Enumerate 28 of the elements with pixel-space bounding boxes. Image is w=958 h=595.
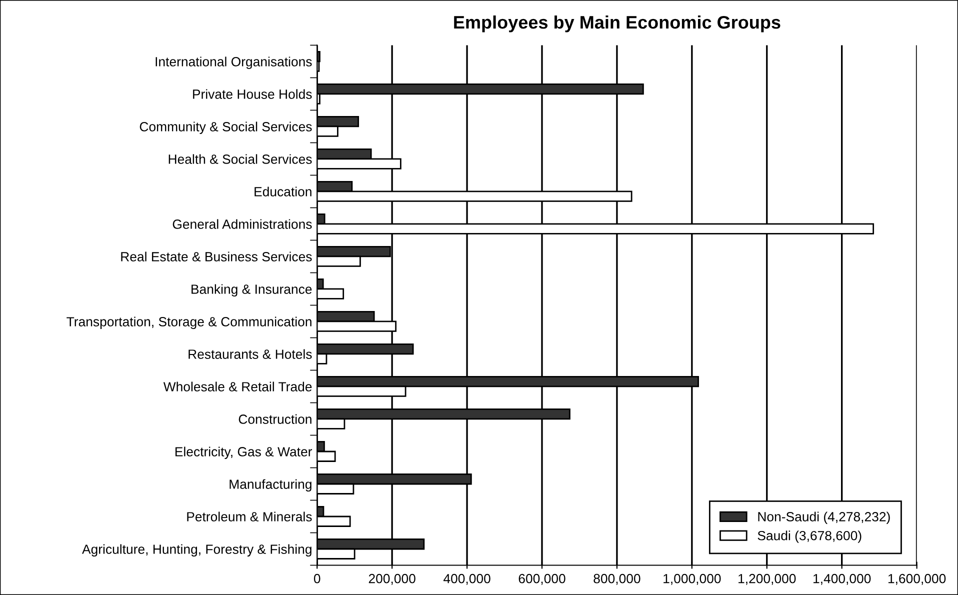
chart-title: Employees by Main Economic Groups	[454, 15, 780, 32]
y-tick-label: Electricity, Gas & Water	[175, 446, 312, 460]
y-tick-label: Construction	[238, 414, 312, 424]
y-tick-label: Petroleum & Minerals	[187, 512, 312, 522]
x-tick-label: 200,000	[368, 574, 416, 585]
y-tick-label: Real Estate & Business Services	[121, 252, 312, 262]
legend-label: Non-Saudi (4,278,232)	[758, 512, 890, 524]
y-tick-label: Manufacturing	[230, 479, 312, 492]
x-tick-label: 1,000,000	[664, 574, 721, 585]
x-tick-label: 0	[314, 574, 320, 584]
x-tick-label: 400,000	[443, 574, 490, 585]
y-tick-label: Community & Social Services	[140, 122, 312, 134]
x-tick-label: 800,000	[594, 574, 640, 585]
x-tick-label: 1,600,000	[888, 574, 946, 585]
y-tick-label: Wholesale & Retail Trade	[163, 382, 312, 392]
y-tick-label: Private House Holds	[193, 89, 312, 99]
y-tick-label: International Organisations	[156, 56, 312, 69]
y-tick-label: Agriculture, Hunting, Forestry & Fishing	[82, 544, 312, 557]
y-tick-label: General Administrations	[172, 219, 312, 229]
y-tick-label: Education	[254, 186, 312, 196]
x-tick-label: 1,400,000	[814, 574, 871, 585]
x-tick-label: 600,000	[518, 574, 566, 585]
y-tick-label: Transportation, Storage & Communication	[66, 316, 312, 330]
y-tick-label: Restaurants & Hotels	[188, 349, 312, 359]
x-tick-label: 1,200,000	[738, 574, 796, 585]
y-tick-label: Health & Social Services	[168, 154, 312, 164]
legend-label: Saudi (3,678,600)	[758, 530, 862, 543]
y-tick-label: Banking & Insurance	[192, 284, 312, 297]
